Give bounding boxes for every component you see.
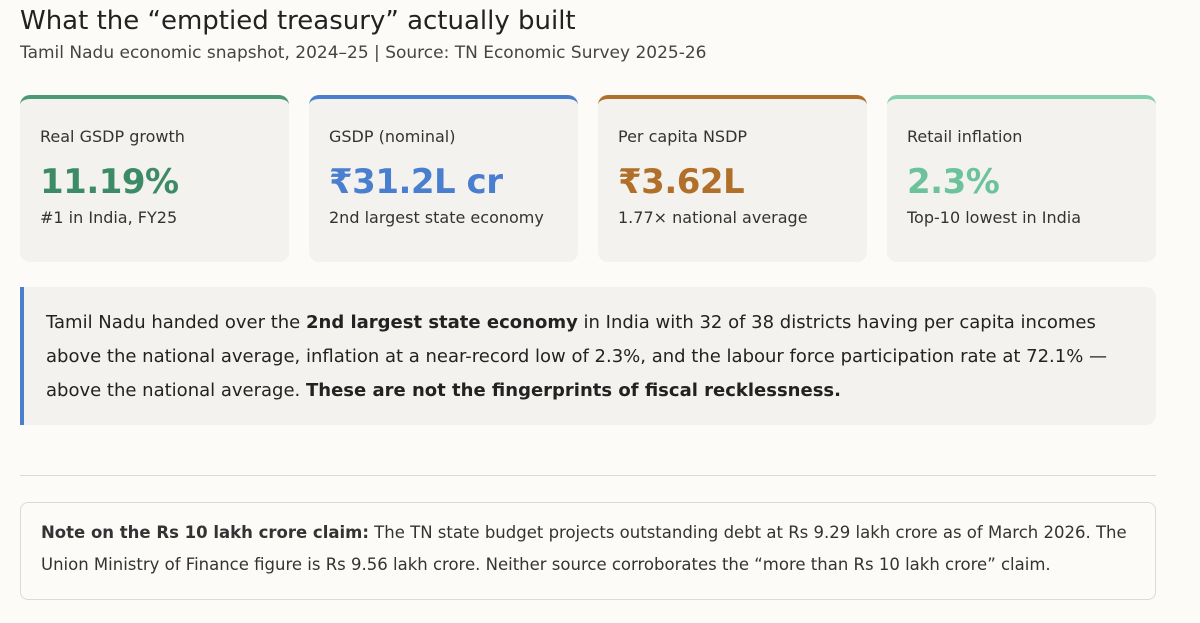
stat-note: #1 in India, FY25	[40, 208, 178, 227]
stat-note: Top-10 lowest in India	[907, 208, 1082, 227]
stat-note: 1.77× national average	[618, 208, 808, 227]
stat-value: ₹31.2L cr	[329, 162, 503, 202]
divider	[20, 475, 1156, 476]
stat-label: GSDP (nominal)	[329, 127, 456, 146]
subtitle: Tamil Nadu economic snapshot, 2024–25 | …	[20, 43, 707, 63]
stat-label: Per capita NSDP	[618, 127, 748, 146]
callout: Tamil Nadu handed over the 2nd largest s…	[20, 287, 1156, 425]
title: What the “emptied treasury” actually bui…	[20, 6, 576, 36]
callout-text: These are not the fingerprints of fiscal…	[305, 380, 841, 401]
stat-label: Real GSDP growth	[40, 127, 185, 146]
stat-card: GSDP (nominal) ₹31.2L cr 2nd largest state…	[309, 95, 578, 262]
stat-value: 2.3%	[907, 162, 1000, 202]
note-label: Note on the Rs 10 lakh crore claim:	[41, 523, 369, 542]
note-text: The TN state budget projects outstanding…	[41, 523, 1127, 574]
callout-text: in India with 32 of 38 districts having …	[46, 312, 1108, 401]
stat-card: Real GSDP growth 11.19% #1 in India, FY25	[20, 95, 289, 262]
stat-label: Retail inflation	[907, 127, 1023, 146]
stat-card: Retail inflation 2.3% Top-10 lowest in Ind…	[887, 95, 1156, 262]
note: Note on the Rs 10 lakh crore claim: The …	[20, 502, 1156, 600]
stat-card: Per capita NSDP ₹3.62L 1.77× national aver…	[598, 95, 867, 262]
callout-text: Tamil Nadu handed over the	[46, 312, 306, 333]
stat-value: ₹3.62L	[618, 162, 745, 202]
stat-value: 11.19%	[40, 162, 179, 202]
callout-text: 2nd largest state economy	[305, 312, 578, 333]
stat-note: 2nd largest state economy	[329, 208, 544, 227]
